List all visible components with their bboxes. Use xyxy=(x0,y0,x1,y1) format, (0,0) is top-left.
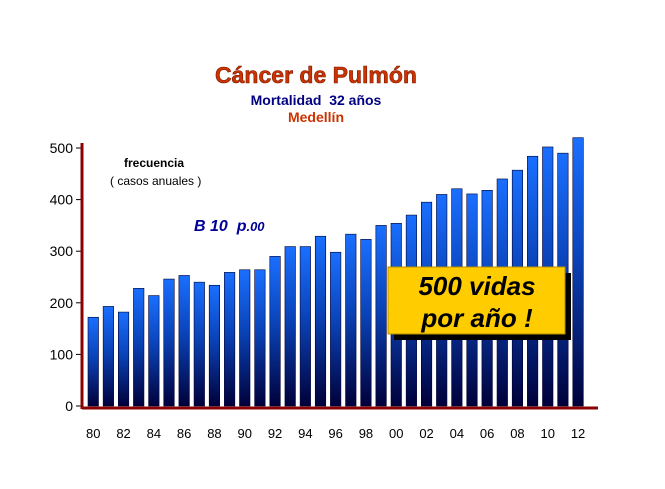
bar-88 xyxy=(208,284,220,407)
bar-86 xyxy=(178,275,190,407)
x-tick-label: 12 xyxy=(571,426,585,441)
x-tick-label: 88 xyxy=(207,426,221,441)
callout-line-1: 500 vidas xyxy=(418,271,535,301)
bar-84 xyxy=(148,295,160,407)
x-tick-label: 84 xyxy=(147,426,161,441)
bar-93 xyxy=(284,246,296,407)
y-tick-label: 200 xyxy=(50,295,74,311)
y-axis-label: frecuencia xyxy=(124,156,184,170)
y-tick-label: 100 xyxy=(50,346,74,362)
callout-line-2: por año ! xyxy=(420,303,533,333)
bar-12 xyxy=(572,137,584,407)
x-tick-label: 10 xyxy=(541,426,555,441)
y-tick-label: 300 xyxy=(50,243,74,259)
stat-label: B 10 p xyxy=(194,218,247,235)
bar-95 xyxy=(314,235,327,407)
chart-subtitle: Mortalidad 32 años xyxy=(251,92,382,108)
bar-97 xyxy=(345,233,357,407)
bar-83 xyxy=(133,288,145,407)
x-tick-label: 00 xyxy=(389,426,403,441)
bar-90 xyxy=(239,269,251,407)
chart-subtitle-city: Medellín xyxy=(288,109,344,125)
stat-value: .00 xyxy=(246,219,265,234)
x-tick-label: 06 xyxy=(480,426,494,441)
callout-background xyxy=(387,266,566,335)
x-tick-label: 86 xyxy=(177,426,191,441)
x-axis-ticks: 80 82 84 86 88 90 92 94 96 98 00 02 04 06 08 10 12 xyxy=(86,426,585,441)
bar-89 xyxy=(224,272,236,407)
bar-96 xyxy=(330,251,342,407)
x-tick-label: 82 xyxy=(116,426,130,441)
x-tick-label: 90 xyxy=(238,426,252,441)
bar-80 xyxy=(87,316,99,407)
bar-85 xyxy=(163,278,175,407)
y-axis-note: ( casos anuales ) xyxy=(110,174,201,188)
y-tick-label: 500 xyxy=(50,140,74,156)
bar-91 xyxy=(254,269,266,407)
x-tick-label: 96 xyxy=(328,426,342,441)
x-tick-label: 92 xyxy=(268,426,282,441)
x-tick-label: 98 xyxy=(359,426,373,441)
bar-87 xyxy=(193,281,205,407)
x-tick-label: 04 xyxy=(450,426,464,441)
bar-92 xyxy=(269,256,281,407)
bar-82 xyxy=(118,311,130,407)
callout-box: 500 vidas por año ! xyxy=(387,266,571,340)
x-tick-label: 94 xyxy=(298,426,312,441)
stat-annotation: B 10 p.00 xyxy=(194,218,265,235)
bar-94 xyxy=(299,246,311,407)
y-tick-label: 400 xyxy=(50,192,74,208)
bar-99 xyxy=(375,225,387,407)
y-axis-ticks: 0 100 200 300 400 500 xyxy=(50,140,82,414)
bar-98 xyxy=(360,239,372,407)
x-tick-label: 02 xyxy=(419,426,433,441)
y-tick-label: 0 xyxy=(65,398,73,414)
chart-title: Cáncer de Pulmón xyxy=(215,62,417,88)
bar-81 xyxy=(102,306,114,407)
x-tick-label: 08 xyxy=(510,426,524,441)
x-tick-label: 80 xyxy=(86,426,100,441)
